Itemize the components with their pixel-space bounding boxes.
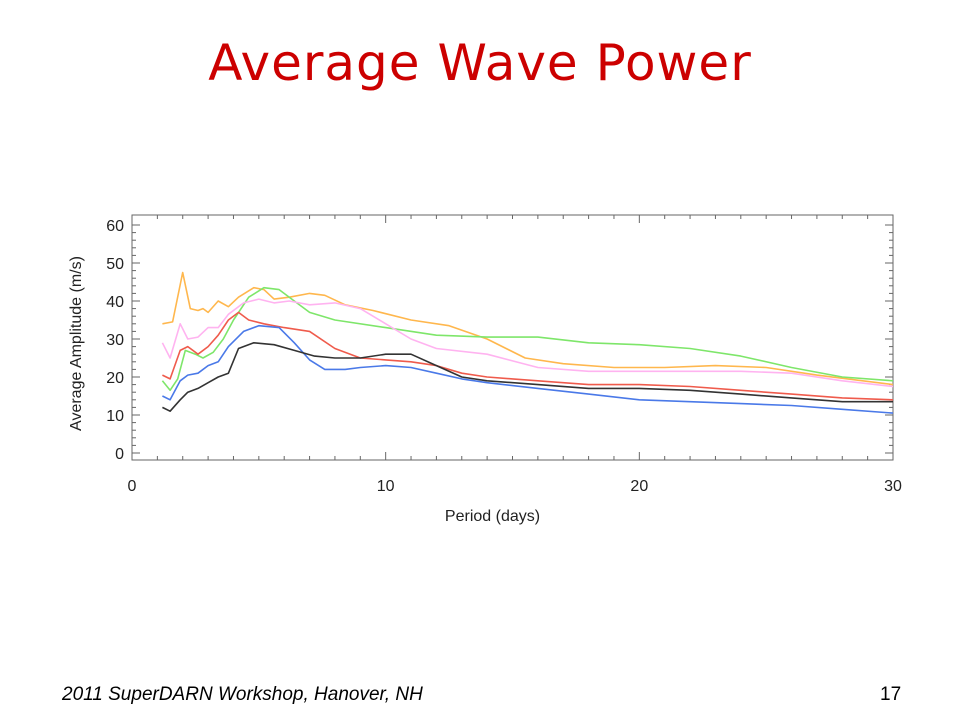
x-axis-label: Period (days): [445, 508, 540, 525]
x-tick-label: 20: [630, 478, 648, 495]
plot-frame: [131, 214, 894, 461]
y-tick-label: 60: [106, 218, 124, 235]
y-tick-label: 50: [106, 256, 124, 273]
y-tick-label: 40: [106, 294, 124, 311]
series-line-5: [162, 324, 894, 414]
footer-text: 2011 SuperDARN Workshop, Hanover, NH: [62, 684, 423, 705]
series-line-2: [161, 286, 894, 392]
x-tick-label: 30: [884, 478, 902, 495]
y-axis-label: Average Amplitude (m/s): [68, 256, 85, 431]
y-tick-label: 20: [106, 370, 124, 387]
x-tick-label: 10: [377, 478, 395, 495]
y-tick-label: 10: [106, 408, 124, 425]
y-tick-label: 30: [106, 332, 124, 349]
series-line-6: [162, 342, 893, 412]
series-line-1: [162, 271, 894, 386]
ticks-layer: 0 10 20 30 0 10 20 30 40 50 60: [106, 218, 902, 495]
series-layer: [161, 271, 894, 414]
series-line-3: [161, 298, 894, 388]
y-tick-label: 0: [115, 446, 124, 463]
slide-title: Average Wave Power: [208, 34, 752, 92]
page-number: 17: [880, 684, 902, 705]
x-tick-label: 0: [128, 478, 137, 495]
